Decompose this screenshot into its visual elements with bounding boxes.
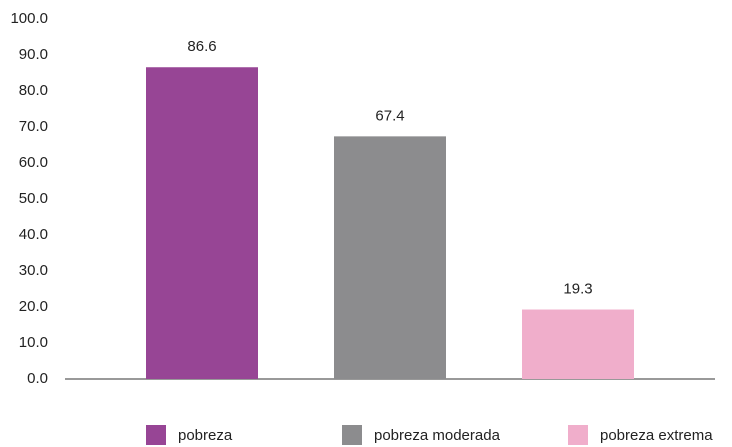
legend-swatch xyxy=(342,425,362,445)
bar xyxy=(334,136,446,379)
data-label: 86.6 xyxy=(187,38,216,55)
bar xyxy=(146,67,258,380)
y-tick-label: 0.0 xyxy=(27,370,48,387)
y-tick-label: 50.0 xyxy=(19,190,48,207)
legend-swatch xyxy=(568,425,588,445)
legend-label: pobreza moderada xyxy=(374,427,501,444)
legend-swatch xyxy=(146,425,166,445)
y-tick-label: 10.0 xyxy=(19,334,48,351)
y-tick-label: 70.0 xyxy=(19,118,48,135)
legend-label: pobreza xyxy=(178,427,233,444)
y-tick-label: 80.0 xyxy=(19,82,48,99)
y-tick-label: 40.0 xyxy=(19,226,48,243)
y-tick-label: 60.0 xyxy=(19,154,48,171)
data-label: 19.3 xyxy=(563,280,592,297)
y-tick-label: 100.0 xyxy=(10,10,48,27)
bar xyxy=(522,309,634,379)
y-tick-label: 20.0 xyxy=(19,298,48,315)
y-tick-label: 30.0 xyxy=(19,262,48,279)
legend-label: pobreza extrema xyxy=(600,427,713,444)
data-label: 67.4 xyxy=(375,107,404,124)
y-tick-label: 90.0 xyxy=(19,46,48,63)
